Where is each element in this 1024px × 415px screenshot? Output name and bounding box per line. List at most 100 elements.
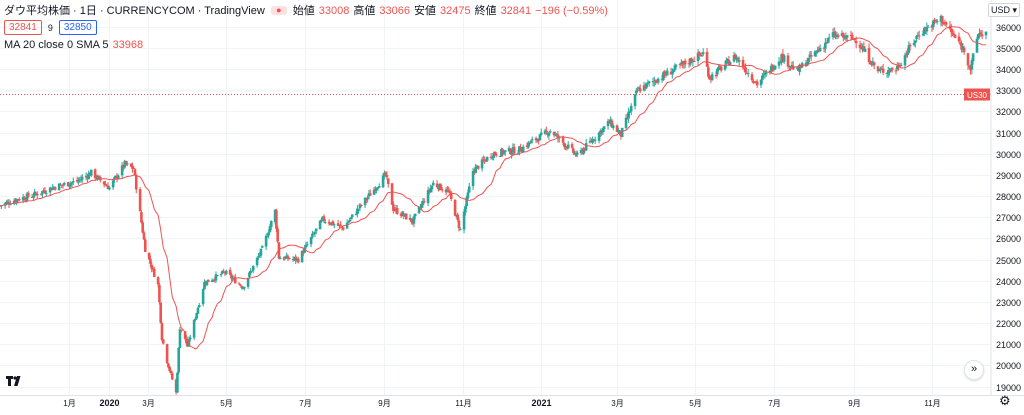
candle-body [678, 64, 682, 66]
candle-body [349, 217, 353, 219]
candle-body [125, 163, 129, 165]
candle-body [138, 189, 142, 212]
candle-body [494, 153, 498, 156]
candle-body [291, 258, 295, 260]
candle-body [377, 186, 381, 188]
candle-body [962, 47, 966, 53]
symbol-row: ダウ平均株価 · 1日 · CURRENCYCOM · TradingView … [4, 2, 608, 19]
time-tick-label: 11月 [455, 399, 471, 408]
spread-value: 9 [47, 22, 53, 33]
candle-body [552, 131, 556, 136]
candle-body [264, 235, 268, 247]
candle-body [592, 140, 596, 142]
candle-body [8, 204, 12, 206]
candle-body [116, 175, 120, 179]
candle-body [97, 175, 101, 177]
candle-body [966, 53, 970, 66]
chart-legend: ダウ平均株価 · 1日 · CURRENCYCOM · TradingView … [4, 2, 608, 53]
candle-body [708, 75, 711, 80]
tradingview-logo-icon[interactable] [6, 374, 24, 389]
candle-body [529, 140, 533, 144]
candle-body [502, 151, 506, 154]
candle-body [183, 331, 187, 339]
candle-body [582, 148, 585, 154]
candle-body [32, 196, 35, 198]
candle-body [43, 190, 47, 194]
candle-body [734, 54, 737, 59]
candle-body [979, 32, 983, 34]
price-tick-label: 35000 [996, 44, 1021, 54]
time-tick-label: 11月 [924, 399, 940, 408]
candle-body [132, 167, 135, 169]
candle-body [104, 184, 107, 186]
candle-body [440, 189, 444, 191]
candle-body [527, 142, 530, 148]
candle-body [430, 185, 434, 190]
candle-body [782, 55, 786, 62]
candle-body [240, 286, 243, 288]
candle-body [413, 213, 417, 217]
candle-body [899, 65, 903, 67]
candle-body [716, 68, 719, 75]
candle-body [304, 244, 308, 248]
candle-body [93, 169, 97, 179]
candle-body [79, 179, 83, 181]
high-label: 高値 [353, 4, 376, 17]
candle-body [717, 66, 720, 70]
candle-body [636, 89, 639, 91]
candle-body [610, 120, 614, 128]
candle-body [575, 152, 579, 155]
change-value: −196 (−0.59%) [535, 4, 608, 17]
currency-dropdown[interactable]: USD ▾ [988, 3, 1020, 17]
candle-body [354, 213, 358, 215]
candle-body [168, 366, 171, 372]
candle-body [269, 220, 273, 228]
indicator-row[interactable]: MA 20 close 0 SMA 5 33968 [4, 36, 608, 53]
sell-button[interactable]: 32841 [4, 20, 42, 35]
double-chevron-right-icon: » [970, 363, 978, 375]
candle-body [322, 216, 326, 222]
candle-body [345, 222, 349, 229]
candle-body [257, 256, 260, 258]
candle-body [224, 270, 228, 274]
time-tick-label: 5月 [689, 399, 701, 408]
price-axis [991, 0, 1024, 410]
candle-body [816, 50, 819, 53]
symbol-title[interactable]: ダウ平均株価 · 1日 · CURRENCYCOM · TradingView [4, 4, 265, 17]
candle-body [448, 191, 452, 194]
candles [0, 14, 988, 395]
candle-body [268, 226, 272, 233]
candle-body [662, 72, 665, 81]
candle-body [275, 210, 278, 229]
candle-body [701, 52, 705, 55]
eye-icon[interactable]: ● [270, 6, 287, 15]
indicator-label[interactable]: MA 20 close 0 SMA 5 [4, 38, 109, 51]
candle-body [24, 199, 28, 201]
candle-body [296, 258, 300, 263]
buy-button[interactable]: 32850 [58, 20, 97, 35]
candle-body [842, 32, 845, 38]
candle-body [683, 60, 687, 65]
candle-body [656, 78, 660, 83]
settings-gear-icon[interactable]: ⚙ [999, 393, 1011, 408]
candle-body [404, 213, 408, 220]
open-label: 始値 [292, 4, 315, 17]
candle-body [543, 130, 547, 134]
candle-body [188, 337, 192, 340]
candle-body [978, 33, 981, 36]
candle-body [286, 256, 290, 259]
candle-body [890, 67, 894, 71]
candle-body [420, 203, 423, 208]
candle-body [143, 239, 147, 252]
candle-body [807, 57, 810, 63]
price-tick-label: 23000 [996, 298, 1021, 308]
time-tick-label: 9月 [848, 399, 860, 408]
candle-body [854, 41, 858, 44]
candle-body [57, 183, 61, 191]
scroll-to-realtime-button[interactable]: » [964, 360, 984, 380]
candle-body [35, 193, 39, 196]
candle-body [456, 214, 459, 220]
candle-body [124, 161, 128, 165]
